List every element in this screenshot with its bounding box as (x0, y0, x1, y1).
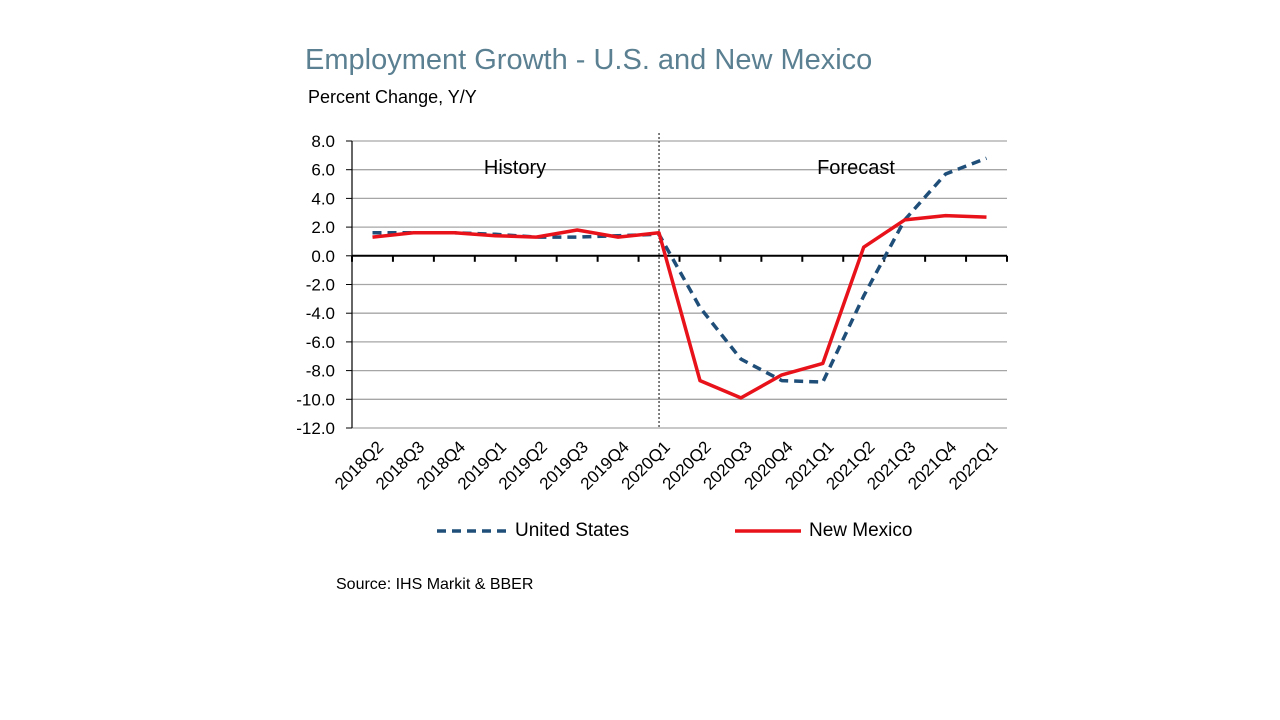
history-annotation: History (484, 157, 546, 179)
series-line-united-states (372, 156, 988, 384)
chart-subtitle: Percent Change, Y/Y (308, 87, 477, 107)
legend-item-united-states: United States (435, 520, 629, 542)
x-tick-labels: 2018Q22018Q32018Q42019Q12019Q22019Q32019… (331, 437, 1001, 493)
legend-swatch-dashed (437, 529, 507, 533)
chart-title: Employment Growth - U.S. and New Mexico (305, 44, 873, 76)
y-tick-label: -8.0 (306, 362, 335, 381)
series-line-new-mexico (372, 213, 987, 400)
x-axis (351, 254, 1008, 262)
y-tick-label: 6.0 (311, 161, 335, 180)
legend-label-united-states: United States (515, 520, 630, 541)
series-lines (372, 156, 988, 400)
y-tick-label: -10.0 (296, 390, 335, 409)
y-tick-label: 4.0 (311, 189, 335, 208)
y-tick-label: -2.0 (306, 276, 335, 295)
source-note: Source: IHS Markit & BBER (336, 576, 534, 593)
y-tick-label: -6.0 (306, 333, 335, 352)
y-tick-label: -12.0 (296, 419, 335, 438)
y-axis: 8.0 6.0 4.0 2.0 0.0 -2.0 -4.0 -6.0 -8.0 -10.0 -12.… (296, 132, 353, 438)
legend-item-new-mexico: New Mexico (733, 520, 912, 542)
y-tick-label: 0.0 (311, 247, 335, 266)
legend-label-new-mexico: New Mexico (809, 520, 913, 541)
legend-swatch-solid (735, 529, 801, 533)
y-tick-label: -4.0 (306, 304, 335, 323)
grid-lines (352, 140, 1007, 429)
y-tick-label: 2.0 (311, 218, 335, 237)
y-tick-label: 8.0 (311, 132, 335, 151)
forecast-annotation: Forecast (817, 157, 895, 179)
